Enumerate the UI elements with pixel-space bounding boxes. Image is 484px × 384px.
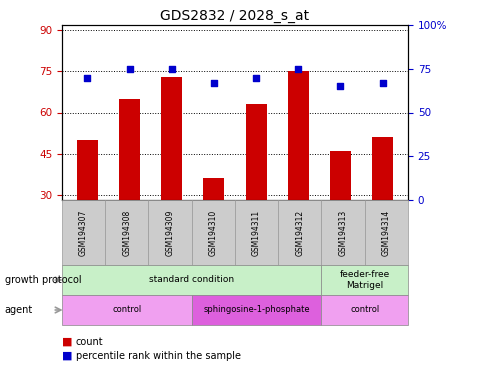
Text: GSM194307: GSM194307 bbox=[79, 209, 88, 256]
Bar bbox=[76, 140, 98, 276]
Bar bbox=[278, 200, 321, 265]
Bar bbox=[62, 265, 321, 295]
Text: ■: ■ bbox=[62, 351, 72, 361]
Text: GSM194313: GSM194313 bbox=[338, 209, 347, 256]
Text: GSM194312: GSM194312 bbox=[295, 209, 304, 256]
Text: count: count bbox=[76, 337, 104, 347]
Text: growth protocol: growth protocol bbox=[5, 275, 81, 285]
Text: ■: ■ bbox=[62, 337, 72, 347]
Bar bbox=[321, 295, 407, 325]
Bar bbox=[62, 295, 191, 325]
Bar bbox=[203, 178, 224, 276]
Text: GSM194308: GSM194308 bbox=[122, 209, 131, 256]
Bar bbox=[161, 77, 182, 276]
Text: agent: agent bbox=[5, 305, 33, 315]
Text: GSM194310: GSM194310 bbox=[209, 209, 217, 256]
Point bbox=[167, 66, 175, 72]
Bar bbox=[329, 151, 350, 276]
Text: sphingosine-1-phosphate: sphingosine-1-phosphate bbox=[203, 306, 309, 314]
Bar bbox=[62, 200, 105, 265]
Text: GSM194314: GSM194314 bbox=[381, 209, 390, 256]
Point bbox=[378, 79, 386, 86]
Bar bbox=[148, 200, 191, 265]
Text: GSM194311: GSM194311 bbox=[252, 209, 260, 256]
Text: percentile rank within the sample: percentile rank within the sample bbox=[76, 351, 241, 361]
Bar bbox=[321, 200, 364, 265]
Text: GSM194309: GSM194309 bbox=[165, 209, 174, 256]
Point bbox=[252, 74, 259, 81]
Bar bbox=[191, 200, 235, 265]
Text: standard condition: standard condition bbox=[149, 275, 234, 285]
Text: control: control bbox=[349, 306, 378, 314]
Point bbox=[210, 79, 217, 86]
Point bbox=[336, 83, 344, 89]
Bar bbox=[191, 295, 321, 325]
Bar bbox=[119, 99, 140, 276]
Bar bbox=[105, 200, 148, 265]
Bar bbox=[245, 104, 266, 276]
Point bbox=[294, 66, 302, 72]
Bar bbox=[364, 200, 407, 265]
Text: control: control bbox=[112, 306, 141, 314]
Point bbox=[125, 66, 133, 72]
Bar bbox=[321, 265, 407, 295]
Bar bbox=[371, 137, 393, 276]
Bar bbox=[235, 200, 278, 265]
Bar bbox=[287, 71, 308, 276]
Point bbox=[83, 74, 91, 81]
Text: feeder-free
Matrigel: feeder-free Matrigel bbox=[339, 270, 389, 290]
Title: GDS2832 / 2028_s_at: GDS2832 / 2028_s_at bbox=[160, 8, 309, 23]
